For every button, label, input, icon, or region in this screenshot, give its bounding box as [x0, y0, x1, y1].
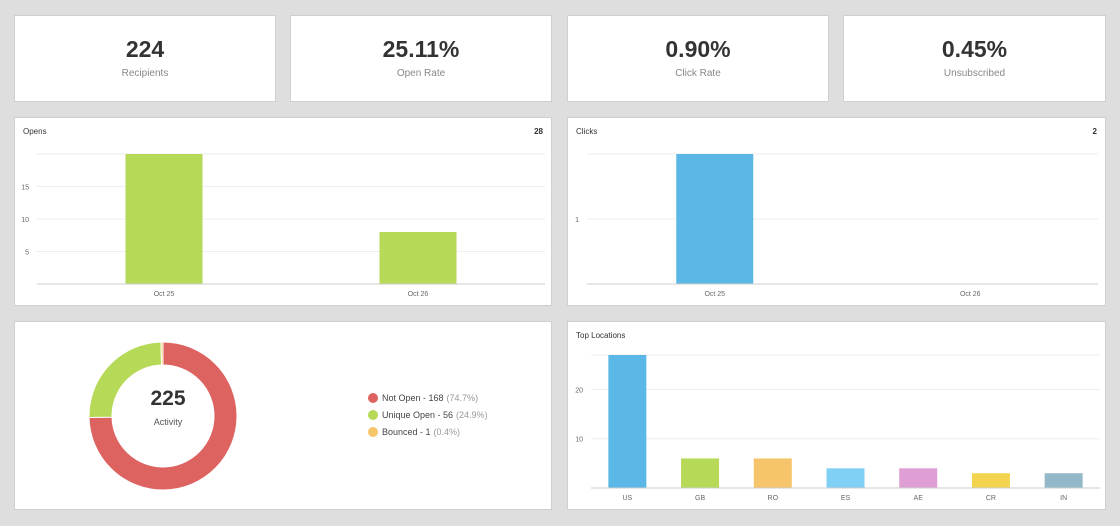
stat-value: 0.45%: [941, 36, 1008, 62]
x-tick-label: IN: [1060, 495, 1067, 502]
clicks-chart-card: Clicks 2 1 Oct 25 Oct 26: [567, 117, 1106, 306]
x-tick-label: CR: [986, 495, 996, 502]
stat-label: Open Rate: [396, 68, 446, 79]
stat-card-unsubscribed: 0.45% Unsubscribed: [843, 15, 1106, 102]
opens-bar-chart: 5 10 15 Oct 25 Oct 26: [21, 153, 545, 298]
activity-label: Activity: [153, 417, 183, 427]
y-tick-label: 10: [21, 217, 29, 224]
bar-oct-25: [125, 154, 203, 284]
clicks-bar-chart: 1 Oct 25 Oct 26: [575, 153, 1098, 298]
x-tick-label: ES: [841, 495, 851, 502]
bar-ro: [753, 458, 792, 488]
legend-item-not-open[interactable]: Not Open - 168 (74.7%): [368, 389, 488, 406]
legend-pct: (0.4%): [433, 426, 461, 437]
clicks-total: 2: [1092, 127, 1097, 136]
x-tick-label: AE: [914, 495, 924, 502]
legend-text: Bounced - 1: [382, 426, 431, 437]
donut-center: 225 Activity: [108, 387, 228, 427]
stat-value: 25.11%: [382, 36, 460, 62]
x-tick-label: GB: [695, 495, 705, 502]
donut-slice-bounced: [160, 341, 164, 366]
legend-dot-icon: [368, 409, 378, 420]
stat-card-click-rate: 0.90% Click Rate: [567, 15, 829, 102]
stat-label: Recipients: [121, 68, 169, 79]
locations-title: Top Locations: [576, 331, 626, 340]
x-tick-label: Oct 25: [154, 291, 175, 298]
legend-text: Not Open - 168: [382, 392, 444, 403]
y-tick-label: 1: [575, 217, 579, 224]
bar-es: [826, 468, 865, 488]
legend-item-bounced[interactable]: Bounced - 1 (0.4%): [368, 423, 488, 440]
legend-item-unique-open[interactable]: Unique Open - 56 (24.9%): [368, 406, 488, 423]
bar-ae: [899, 468, 938, 488]
x-tick-label: Oct 25: [704, 291, 725, 298]
stat-label: Unsubscribed: [943, 68, 1006, 79]
opens-chart-card: Opens 28 5 10 15 Oct 25 Oct 26: [14, 117, 552, 306]
y-tick-label: 15: [21, 185, 29, 192]
donut-slice-not-open: [88, 341, 238, 491]
opens-title: Opens: [23, 127, 47, 136]
y-tick-label: 5: [25, 250, 29, 257]
bar-oct-25: [676, 154, 754, 284]
bar-gb: [681, 458, 720, 488]
activity-total: 225: [150, 387, 186, 410]
bar-us: [608, 355, 647, 488]
bar-in: [1044, 473, 1083, 488]
activity-legend: Not Open - 168 (74.7%) Unique Open - 56 …: [368, 389, 488, 440]
activity-card: 225 Activity Not Open - 168 (74.7%) Uniq…: [14, 321, 552, 510]
legend-dot-icon: [368, 392, 378, 403]
legend-pct: (24.9%): [456, 409, 488, 420]
legend-pct: (74.7%): [446, 392, 479, 403]
stat-label: Click Rate: [675, 68, 721, 79]
legend-text: Unique Open - 56: [382, 409, 454, 420]
opens-total: 28: [534, 127, 543, 136]
stat-card-recipients: 224 Recipients: [14, 15, 276, 102]
y-tick-label: 20: [575, 387, 583, 394]
x-tick-label: Oct 26: [960, 291, 981, 298]
x-tick-label: Oct 26: [408, 291, 429, 298]
legend-dot-icon: [368, 426, 378, 437]
stat-value: 0.90%: [665, 36, 731, 62]
locations-bar-chart: 10 20 US GB RO ES AE CR IN: [575, 354, 1100, 502]
stat-card-open-rate: 25.11% Open Rate: [290, 15, 552, 102]
clicks-title: Clicks: [576, 127, 598, 136]
x-tick-label: US: [622, 495, 632, 502]
stat-value: 224: [125, 36, 165, 62]
activity-donut-chart: [88, 341, 238, 491]
bar-oct-26: [379, 232, 457, 284]
locations-chart-card: Top Locations 10 20 US GB RO ES AE CR IN: [567, 321, 1106, 510]
bar-cr: [971, 473, 1010, 488]
x-tick-label: RO: [768, 495, 779, 502]
y-tick-label: 10: [575, 437, 583, 444]
